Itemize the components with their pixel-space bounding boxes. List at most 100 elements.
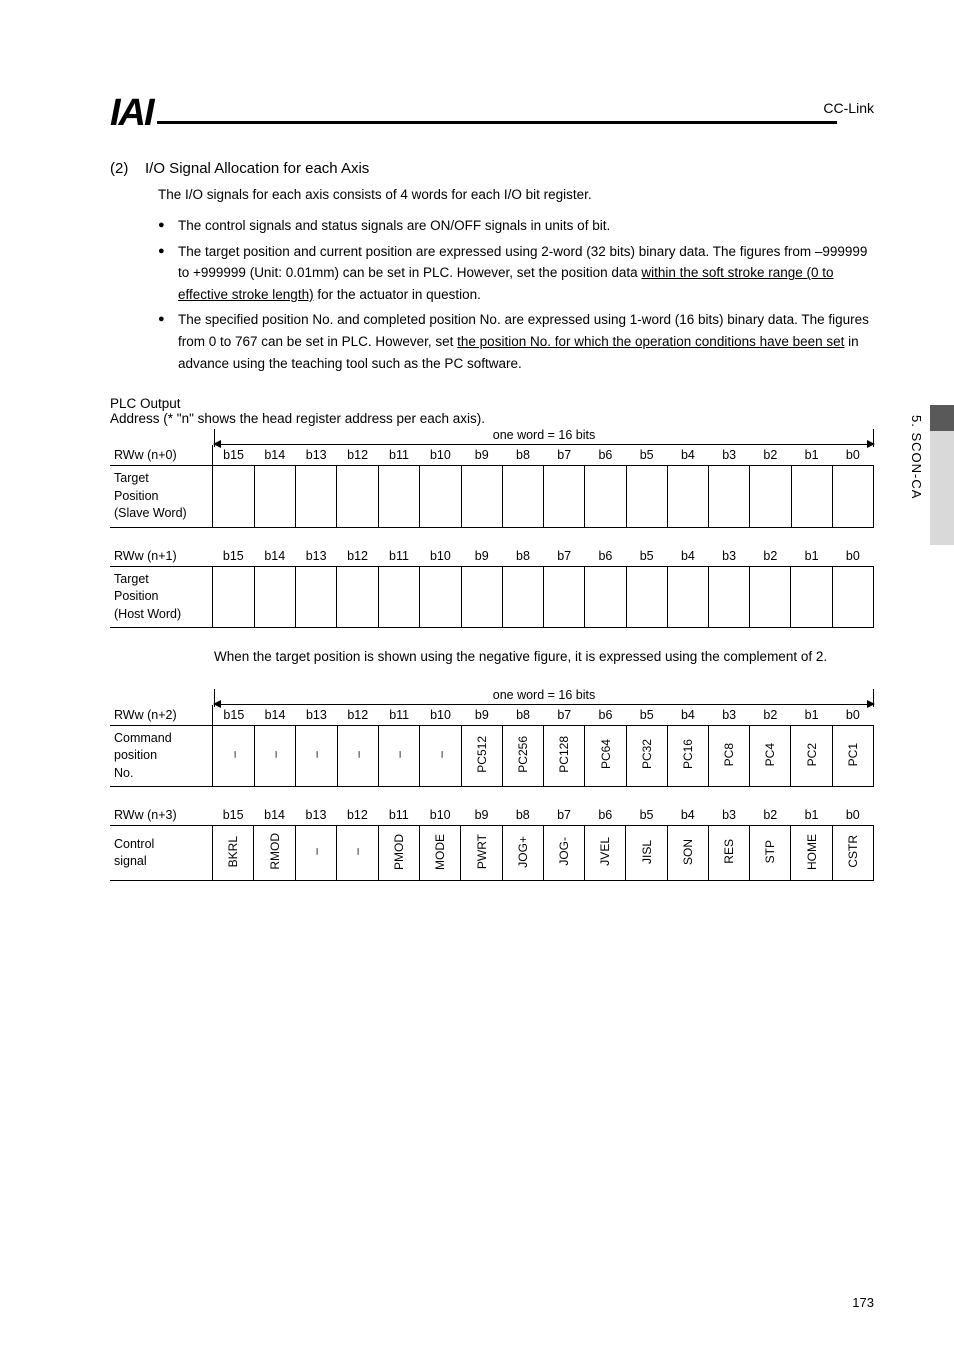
bit-header: b11 (378, 445, 419, 466)
bit-header: b7 (544, 546, 585, 567)
bit-header: b1 (791, 546, 832, 567)
table-header-row: RWw (n+0) b15 b14 b13 b12 b11 b10 b9 b8 … (110, 445, 874, 466)
bit-header: b13 (295, 546, 336, 567)
row-label: TargetPosition(Slave Word) (110, 466, 213, 528)
cell (585, 466, 626, 528)
reg-label: RWw (n+3) (110, 805, 212, 826)
cell (709, 566, 750, 628)
section-heading: (2) I/O Signal Allocation for each Axis (110, 160, 874, 177)
bit-header: b5 (626, 546, 667, 567)
bullet-underline: the position No. for which the operation… (457, 334, 844, 349)
bit-header: b2 (750, 705, 791, 726)
table-header-row: RWw (n+1) b15 b14 b13 b12 b11 b10 b9 b8 … (110, 546, 874, 567)
bit-header: b14 (254, 546, 295, 567)
bit-header: b0 (832, 546, 873, 567)
bit-header: b1 (791, 805, 832, 826)
header-right-label: CC-Link (823, 100, 874, 116)
side-tab-light (930, 431, 954, 545)
bit-header: b10 (420, 546, 461, 567)
cell (337, 566, 378, 628)
addr-note: Address (* "n" shows the head register a… (110, 411, 874, 426)
cell (213, 466, 254, 528)
table-1: RWw (n+1) b15 b14 b13 b12 b11 b10 b9 b8 … (110, 546, 874, 629)
bullet-text: for the actuator in question. (314, 287, 481, 302)
cell: JVEL (585, 826, 626, 881)
bit-header: b5 (626, 805, 667, 826)
bit-header: b4 (667, 805, 708, 826)
cell (709, 466, 750, 528)
bit-header: b14 (254, 805, 295, 826)
cell: RMOD (254, 826, 295, 881)
cell: SON (667, 826, 708, 881)
cell: JOG+ (502, 826, 543, 881)
complement-note: When the target position is shown using … (214, 646, 874, 668)
bit-header: b7 (543, 805, 584, 826)
logo-text: IAI (110, 92, 153, 135)
row-label: TargetPosition(Host Word) (110, 566, 213, 628)
bullet-item: The target position and current position… (158, 241, 874, 306)
cell: PC64 (585, 725, 626, 787)
cell: JOG- (543, 826, 584, 881)
bit-header: b2 (750, 805, 791, 826)
cell (791, 566, 832, 628)
cell: – (213, 725, 254, 787)
cell: PMOD (378, 826, 419, 881)
bit-header: b4 (667, 445, 708, 466)
cell (750, 466, 791, 528)
cell: HOME (791, 826, 832, 881)
reg-label: RWw (n+0) (110, 445, 213, 466)
cell: BKRL (212, 826, 253, 881)
cell: – (295, 826, 336, 881)
bullet-item: The specified position No. and completed… (158, 309, 874, 374)
bit-header: b9 (461, 805, 502, 826)
table-header-row: RWw (n+3) b15 b14 b13 b12 b11 b10 b9 b8 … (110, 805, 874, 826)
cell (626, 566, 667, 628)
bit-header: b3 (708, 805, 749, 826)
bit-header: b7 (544, 445, 585, 466)
cell (544, 566, 585, 628)
bit-header: b1 (791, 705, 832, 726)
bit-header: b11 (378, 805, 419, 826)
one-word-label: one word = 16 bits (214, 688, 874, 704)
bit-header: b6 (585, 805, 626, 826)
bit-header: b14 (254, 705, 295, 726)
bit-header: b2 (750, 546, 791, 567)
bit-header: b7 (544, 705, 585, 726)
cell (378, 466, 419, 528)
cell: PC512 (461, 725, 502, 787)
cell: PC1 (832, 725, 873, 787)
table-2-wrap: one word = 16 bits RWw (n+2) b15 b14 b13… (110, 688, 874, 788)
bit-header: b13 (296, 705, 337, 726)
bit-header: b8 (502, 805, 543, 826)
bit-header: b8 (502, 546, 543, 567)
table-0-wrap: one word = 16 bits RWw (n+0) b15 b14 b13… (110, 428, 874, 528)
cell (667, 466, 708, 528)
bullet-text: The control signals and status signals a… (178, 218, 610, 233)
cell: PC4 (750, 725, 791, 787)
bit-header: b9 (461, 445, 502, 466)
bit-header: b12 (337, 805, 378, 826)
bit-header: b15 (213, 705, 254, 726)
bit-header: b9 (461, 705, 502, 726)
bit-header: b11 (378, 705, 419, 726)
side-tab-label: 5. SCON-CA (909, 415, 924, 499)
bit-header: b0 (832, 445, 873, 466)
cell (667, 566, 708, 628)
arrow-line (214, 704, 874, 705)
cell (295, 566, 336, 628)
plc-heading: PLC Output (110, 396, 874, 411)
bit-header: b8 (502, 705, 543, 726)
arrow-line (214, 444, 874, 445)
table-2: RWw (n+2) b15 b14 b13 b12 b11 b10 b9 b8 … (110, 705, 874, 788)
reg-label: RWw (n+1) (110, 546, 213, 567)
bit-header: b13 (295, 805, 336, 826)
cell: PC16 (667, 725, 708, 787)
table-header-row: RWw (n+2) b15 b14 b13 b12 b11 b10 b9 b8 … (110, 705, 874, 726)
table-0: RWw (n+0) b15 b14 b13 b12 b11 b10 b9 b8 … (110, 445, 874, 528)
bit-header: b6 (585, 445, 626, 466)
reg-label: RWw (n+2) (110, 705, 213, 726)
cell (254, 466, 295, 528)
one-word-label: one word = 16 bits (214, 428, 874, 444)
cell: – (337, 725, 378, 787)
cell: STP (750, 826, 791, 881)
